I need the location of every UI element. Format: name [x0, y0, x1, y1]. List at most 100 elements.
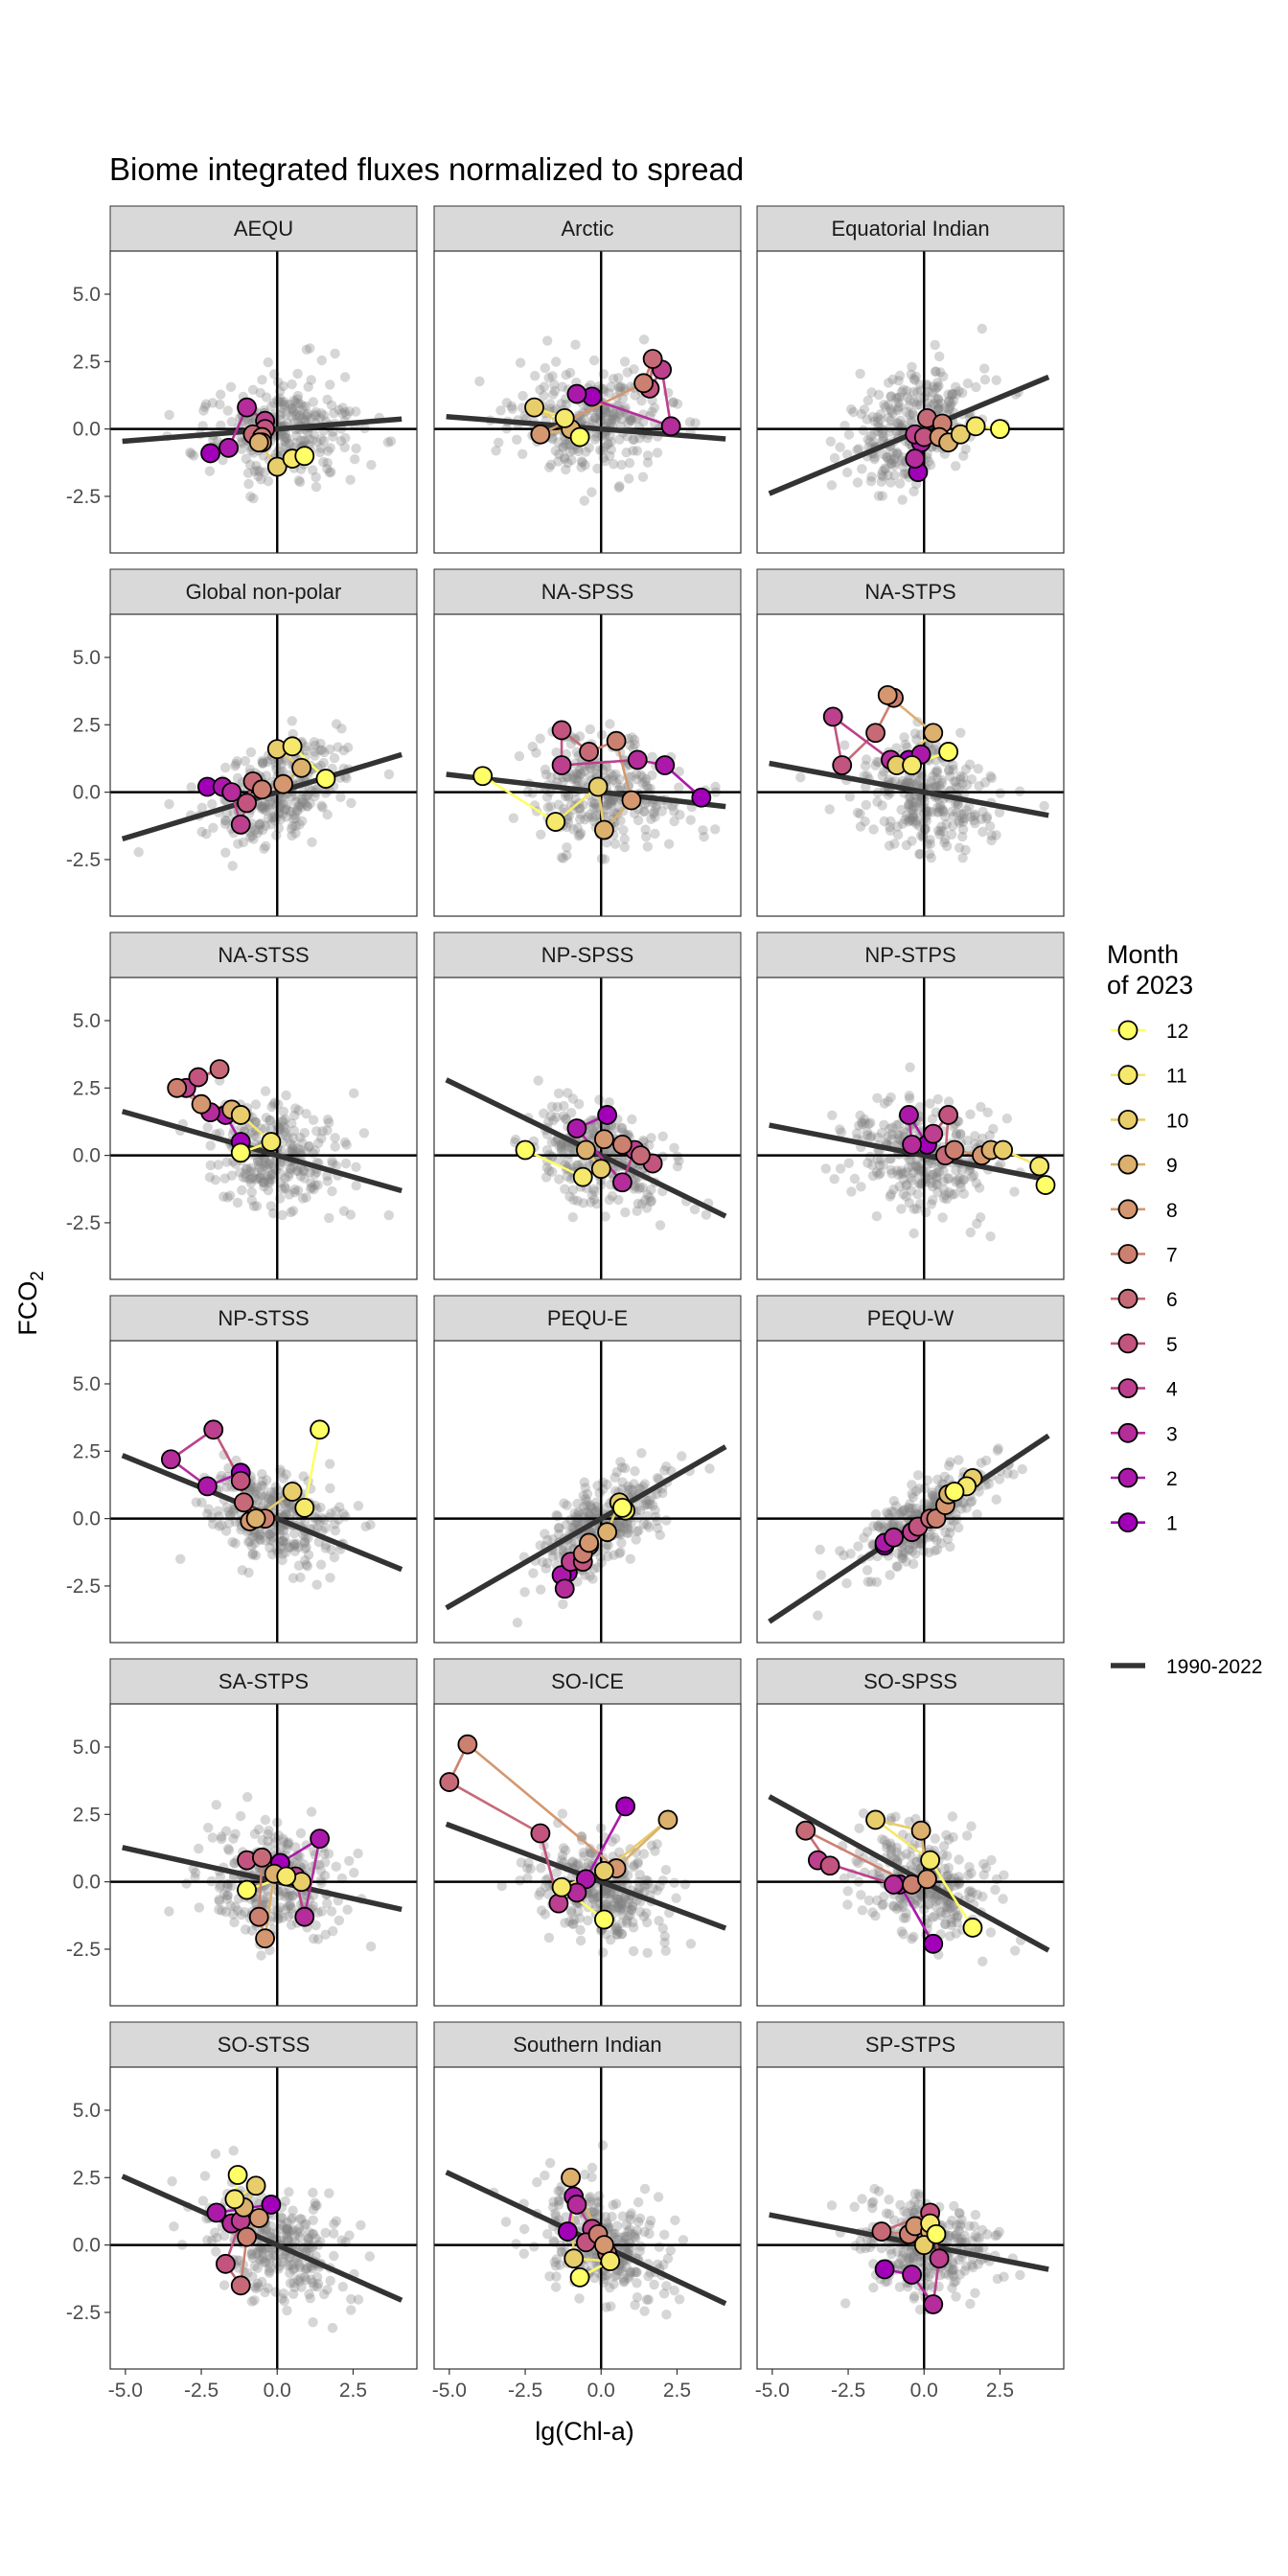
- reference-point: [331, 1161, 341, 1171]
- reference-point: [638, 1519, 649, 1530]
- reference-point: [203, 1823, 214, 1833]
- reference-point: [944, 1173, 954, 1184]
- reference-point: [646, 814, 656, 824]
- reference-point: [877, 427, 887, 439]
- reference-point: [262, 1475, 272, 1485]
- month-point-7: [248, 1906, 269, 1927]
- reference-point: [547, 389, 559, 400]
- reference-point: [908, 796, 919, 807]
- reference-point: [957, 771, 969, 783]
- reference-point: [267, 1531, 278, 1543]
- reference-point: [589, 412, 600, 424]
- reference-point: [623, 1910, 633, 1921]
- strip-np-stss: [109, 1295, 418, 1342]
- reference-point: [631, 769, 642, 779]
- reference-point: [561, 1139, 571, 1151]
- reference-point: [699, 832, 709, 842]
- reference-point: [556, 1854, 567, 1866]
- reference-point: [865, 1117, 876, 1128]
- reference-point: [616, 1898, 627, 1910]
- reference-point: [383, 1209, 394, 1221]
- reference-point: [608, 411, 618, 422]
- reference-point: [542, 335, 553, 346]
- reference-point: [341, 409, 352, 421]
- reference-point: [952, 807, 962, 817]
- reference-point: [905, 1506, 915, 1518]
- reference-point: [578, 1507, 589, 1518]
- reference-point: [646, 1133, 656, 1143]
- reference-point: [565, 1514, 576, 1526]
- reference-point: [854, 1823, 864, 1834]
- reference-point: [864, 436, 875, 448]
- reference-point: [897, 1550, 908, 1561]
- reference-point: [215, 1872, 226, 1882]
- reference-point: [295, 399, 306, 409]
- reference-point: [674, 1156, 684, 1166]
- reference-point: [906, 795, 916, 806]
- reference-point: [859, 1532, 869, 1543]
- reference-point: [510, 1134, 521, 1145]
- reference-point: [1002, 1468, 1013, 1479]
- reference-point: [299, 435, 310, 447]
- reference-point: [969, 815, 979, 826]
- reference-point: [795, 772, 806, 783]
- reference-point: [614, 1521, 626, 1531]
- reference-point: [947, 1189, 957, 1200]
- reference-point: [600, 404, 610, 415]
- reference-point: [865, 1132, 876, 1143]
- reference-point: [619, 1892, 631, 1902]
- month-point-8: [530, 424, 551, 445]
- reference-point: [508, 813, 518, 823]
- strip-label-sa-stps: SA-STPS: [218, 1669, 309, 1693]
- month-point-3: [612, 1172, 632, 1193]
- reference-point: [933, 380, 944, 391]
- reference-point: [611, 1890, 622, 1900]
- reference-point: [897, 1512, 908, 1523]
- reference-point: [563, 817, 574, 828]
- reference-point: [947, 806, 957, 816]
- reference-point: [932, 394, 943, 404]
- reference-point: [905, 395, 915, 405]
- panel-plot-area: [434, 1704, 741, 2006]
- strip-label-so-spss: SO-SPSS: [863, 1669, 957, 1693]
- reference-point: [572, 770, 584, 780]
- reference-point: [605, 719, 615, 729]
- reference-point: [536, 1863, 546, 1874]
- reference-point: [878, 431, 888, 442]
- y-tick-label: 5.0: [73, 1736, 101, 1759]
- reference-point: [896, 1894, 907, 1904]
- reference-point: [341, 1139, 352, 1150]
- reference-point: [205, 1140, 216, 1151]
- reference-point: [257, 1835, 267, 1846]
- reference-point: [616, 1928, 627, 1940]
- reference-point: [251, 461, 262, 472]
- reference-point: [862, 395, 873, 406]
- reference-point: [945, 1528, 955, 1538]
- reference-point: [558, 853, 568, 863]
- reference-point: [326, 1906, 337, 1917]
- reference-point: [546, 1101, 558, 1113]
- reference-point: [562, 1500, 572, 1511]
- reference-point: [175, 1553, 186, 1565]
- reference-point: [890, 457, 901, 468]
- reference-point: [339, 1137, 351, 1148]
- reference-point: [936, 821, 947, 832]
- reference-point: [613, 1548, 625, 1559]
- reference-point: [584, 1893, 595, 1903]
- reference-point: [611, 1894, 623, 1905]
- reference-point: [231, 759, 242, 770]
- reference-point: [641, 780, 652, 792]
- reference-point: [901, 1180, 911, 1191]
- reference-point: [911, 779, 922, 791]
- reference-point: [250, 1529, 262, 1539]
- y-tick-label: 5.0: [73, 284, 101, 306]
- reference-point: [933, 403, 944, 415]
- reference-point: [225, 1900, 236, 1911]
- month-point-12: [472, 766, 494, 787]
- reference-point: [600, 1886, 610, 1897]
- reference-point: [307, 1182, 317, 1193]
- reference-point: [252, 1155, 264, 1166]
- reference-point: [264, 1115, 275, 1126]
- reference-point: [928, 381, 939, 392]
- reference-point: [816, 1570, 826, 1580]
